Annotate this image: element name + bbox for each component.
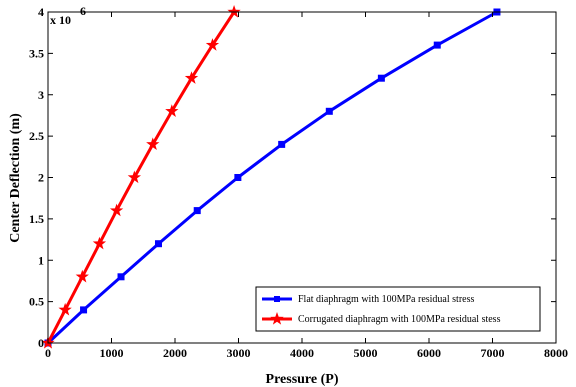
legend: Flat diaphragm with 100MPa residual stre… [255, 286, 541, 332]
x-tick-label: 8000 [544, 346, 568, 360]
x-tick-label: 7000 [481, 346, 505, 360]
legend-box [255, 286, 541, 332]
x-tick-label: 0 [45, 346, 51, 360]
data-point-flat [117, 273, 125, 281]
data-point-corrugated [146, 137, 160, 151]
y-scale-base: x 10 [50, 13, 71, 27]
data-point-flat [80, 306, 88, 314]
y-tick-label: 2.5 [29, 129, 44, 143]
y-tick-label: 4 [38, 5, 44, 19]
x-tick-label: 1000 [100, 346, 124, 360]
data-point-flat [234, 174, 242, 181]
y-tick-label: 0 [38, 336, 44, 350]
data-point-flat [325, 107, 333, 115]
data-point-corrugated [127, 170, 142, 184]
y-tick-label: 3 [38, 88, 44, 102]
legend-marker-flat [274, 296, 280, 302]
y-tick-label: 0.5 [29, 295, 44, 309]
data-point-corrugated [58, 302, 72, 316]
x-axis-label: Pressure (P) [266, 372, 339, 387]
data-point-flat [154, 240, 162, 248]
y-tick-label: 1.5 [29, 212, 44, 226]
data-point-corrugated [165, 104, 179, 117]
ticks-layer: 0 1000 2000 3000 4000 5000 6000 7000 8000 0 0.5 1 1.… [29, 5, 568, 360]
data-point-flat [377, 74, 385, 82]
x-tick-label: 6000 [417, 346, 441, 360]
legend-label-flat: Flat diaphragm with 100MPa residual stre… [298, 294, 474, 305]
x-tick-label: 4000 [290, 346, 314, 360]
x-tick-label: 5000 [354, 346, 378, 360]
y-tick-label: 1 [38, 253, 44, 267]
data-point-corrugated [109, 203, 124, 217]
x-tick-label: 3000 [227, 346, 251, 360]
y-tick-label: 3.5 [29, 46, 44, 60]
data-point-corrugated [227, 5, 241, 18]
data-point-flat [193, 207, 201, 215]
data-point-flat [433, 41, 441, 49]
data-point-corrugated [184, 71, 199, 84]
y-scale-exponent: -6 [76, 4, 86, 18]
data-point-corrugated [205, 38, 220, 51]
data-point-corrugated [92, 236, 107, 250]
data-point-corrugated [75, 269, 89, 283]
legend-label-corrugated: Corrugated diaphragm with 100MPa residua… [298, 314, 501, 325]
x-tick-label: 2000 [163, 346, 187, 360]
y-axis-label: Center Deflection (m) [8, 113, 23, 243]
y-tick-label: 2 [38, 171, 44, 185]
data-point-flat [278, 140, 286, 148]
series-layer [41, 5, 501, 349]
legend-marker-corrugated [270, 312, 284, 325]
